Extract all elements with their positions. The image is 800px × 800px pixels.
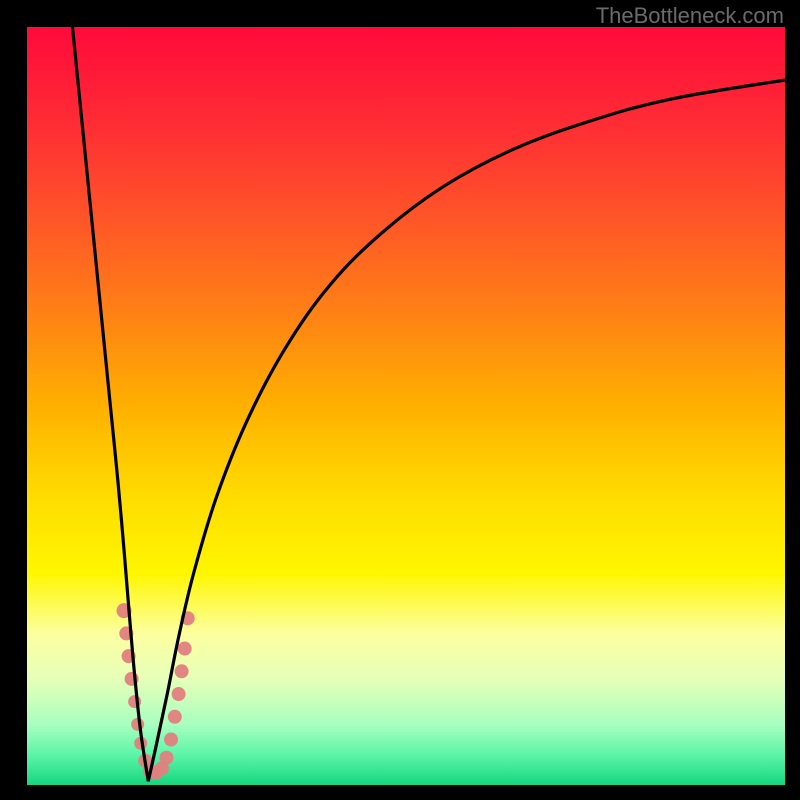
plot-area (27, 27, 785, 785)
scatter-dot (164, 733, 178, 747)
scatter-dot (159, 751, 173, 765)
curves-svg (27, 27, 785, 785)
chart-container: TheBottleneck.com (0, 0, 800, 800)
scatter-dot (175, 664, 189, 678)
scatter-dot (168, 710, 182, 724)
watermark-label: TheBottleneck.com (596, 3, 784, 29)
scatter-dot (178, 642, 192, 656)
scatter-dot (172, 687, 186, 701)
